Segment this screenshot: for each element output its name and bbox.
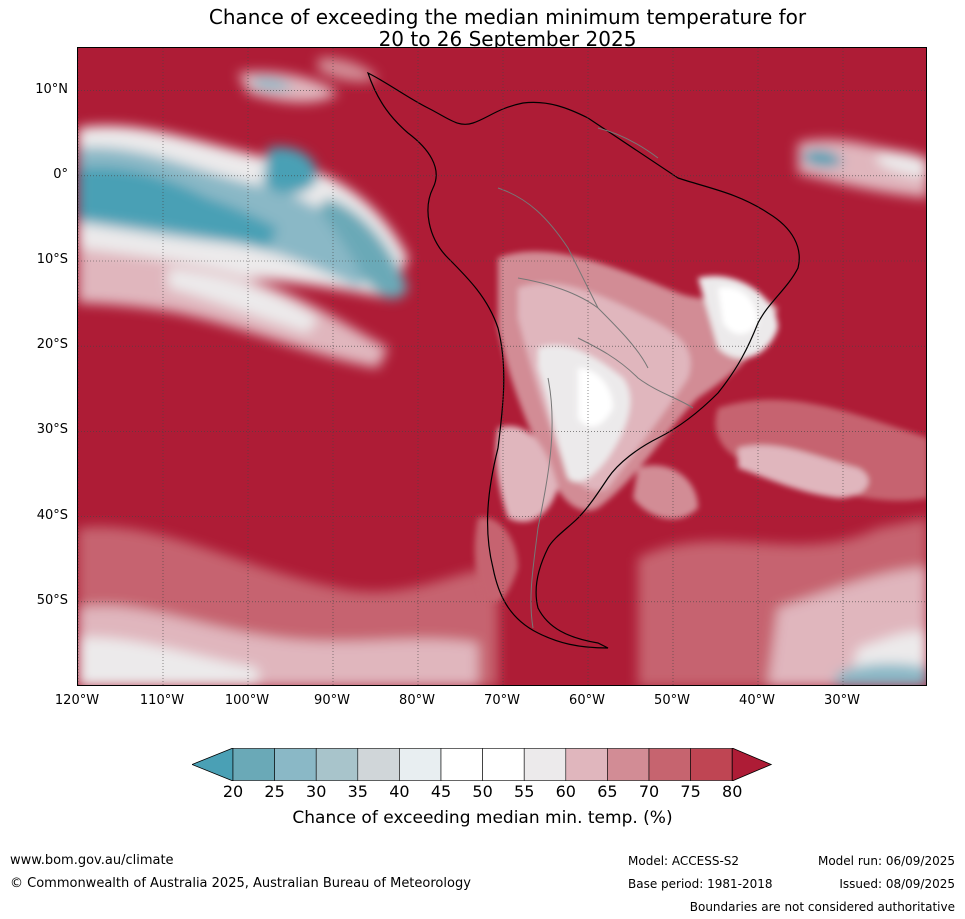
longitude-tick-label: 70°W [484, 693, 520, 708]
colorbar-tick-label: 75 [680, 782, 701, 801]
longitude-tick-label: 100°W [224, 693, 270, 708]
colorbar-segment [232, 748, 275, 781]
colorbar [192, 748, 773, 781]
colorbar-segment [440, 748, 483, 781]
colorbar-segment [523, 748, 567, 781]
pacific-cool-areas [78, 57, 926, 368]
model-run-date: Model run: 06/09/2025 [817, 854, 955, 868]
graticule [78, 48, 926, 685]
coastlines [366, 71, 800, 649]
country-borders [497, 127, 694, 629]
colorbar-tick-label: 30 [306, 782, 327, 801]
longitude-tick-label: 110°W [139, 693, 185, 708]
colorbar-segment [399, 748, 442, 781]
colorbar-segment [357, 748, 400, 781]
colorbar-tick-label: 60 [555, 782, 576, 801]
model-name: Model: ACCESS-S2 [628, 854, 740, 868]
colorbar-segment [607, 748, 650, 781]
map-title-line-2: 20 to 26 September 2025 [378, 27, 637, 51]
longitude-tick-label: 120°W [54, 693, 100, 708]
colorbar-segment [690, 748, 733, 781]
latitude-tick-label: 30°S [36, 422, 68, 438]
colorbar-tick-label: 65 [597, 782, 618, 801]
boundary-disclaimer: Boundaries are not considered authoritat… [689, 900, 955, 914]
colorbar-tick-label: 50 [472, 782, 493, 801]
colorbar-segment [482, 748, 525, 781]
colorbar-tick-label: 25 [264, 782, 285, 801]
colorbar-segment [565, 748, 608, 781]
southern-band [78, 518, 926, 685]
colorbar-min-extension [192, 748, 234, 781]
colorbar-tick-label: 20 [222, 782, 244, 801]
latitude-tick-label: 10°N [35, 81, 68, 97]
latitude-tick-label: 10°S [36, 252, 68, 267]
colorbar-tick-label: 35 [347, 782, 368, 801]
colorbar-tick-label: 40 [389, 782, 410, 801]
continent-neutral-areas [474, 251, 926, 602]
colorbar-tick-label: 45 [430, 782, 452, 801]
latitude-tick-label: 0° [53, 166, 68, 182]
base-period: Base period: 1981-2018 [628, 877, 773, 891]
longitude-tick-label: 40°W [739, 693, 775, 708]
map-canvas [78, 48, 926, 685]
longitude-tick-label: 80°W [399, 693, 435, 708]
map-title-line-1: Chance of exceeding the median minimum t… [208, 5, 807, 29]
colorbar-segment [274, 748, 317, 781]
issued-date: Issued: 08/09/2025 [839, 877, 955, 891]
longitude-tick-label: 60°W [569, 693, 605, 708]
colorbar-tick-label: 55 [514, 782, 535, 801]
colorbar-segment [648, 748, 691, 781]
latitude-tick-label: 50°S [36, 592, 68, 608]
copyright-text: © Commonwealth of Australia 2025, Austra… [10, 876, 471, 891]
colorbar-segment [315, 748, 359, 781]
colorbar-tick-label: 70 [638, 782, 660, 801]
colorbar-label: Chance of exceeding median min. temp. (%… [292, 808, 673, 828]
probability-map [77, 47, 927, 686]
longitude-tick-label: 30°W [824, 693, 860, 708]
latitude-tick-label: 40°S [36, 507, 68, 523]
website-link[interactable]: www.bom.gov.au/climate [10, 853, 174, 868]
colorbar-max-extension [731, 748, 773, 781]
longitude-tick-label: 90°W [314, 693, 350, 708]
colorbar-tick-label: 80 [722, 782, 743, 801]
latitude-tick-label: 20°S [36, 337, 68, 353]
longitude-tick-label: 50°W [654, 693, 690, 708]
